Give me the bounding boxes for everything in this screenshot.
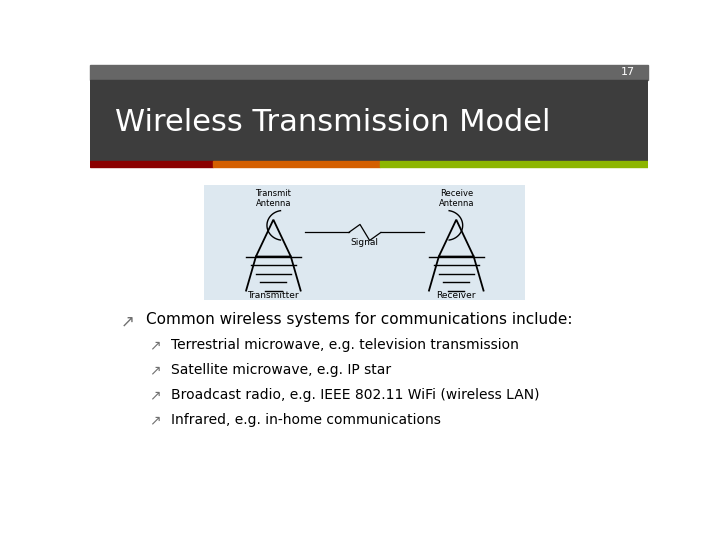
Text: ↗: ↗ bbox=[148, 363, 161, 377]
Bar bbox=[90, 80, 648, 165]
Bar bbox=[90, 161, 213, 167]
Text: ↗: ↗ bbox=[121, 312, 135, 330]
Text: Transmitter: Transmitter bbox=[248, 291, 300, 300]
Bar bbox=[90, 65, 648, 80]
Text: ↗: ↗ bbox=[148, 338, 161, 352]
Text: Common wireless systems for communications include:: Common wireless systems for communicatio… bbox=[145, 312, 572, 327]
Text: Receiver: Receiver bbox=[436, 291, 476, 300]
Text: ↗: ↗ bbox=[148, 413, 161, 427]
Text: Broadcast radio, e.g. IEEE 802.11 WiFi (wireless LAN): Broadcast radio, e.g. IEEE 802.11 WiFi (… bbox=[171, 388, 539, 402]
Text: Terrestrial microwave, e.g. television transmission: Terrestrial microwave, e.g. television t… bbox=[171, 338, 519, 352]
Text: ↗: ↗ bbox=[148, 388, 161, 402]
Text: Receive
Antenna: Receive Antenna bbox=[438, 189, 474, 208]
Bar bbox=[380, 161, 648, 167]
Text: Infrared, e.g. in-home communications: Infrared, e.g. in-home communications bbox=[171, 413, 441, 427]
Bar bbox=[204, 185, 526, 300]
Text: Satellite microwave, e.g. IP star: Satellite microwave, e.g. IP star bbox=[171, 363, 391, 377]
Text: 17: 17 bbox=[621, 68, 635, 77]
Text: Transmit
Antenna: Transmit Antenna bbox=[256, 189, 292, 208]
Bar bbox=[213, 161, 380, 167]
Text: Wireless Transmission Model: Wireless Transmission Model bbox=[115, 108, 551, 137]
Text: Signal: Signal bbox=[351, 238, 379, 247]
